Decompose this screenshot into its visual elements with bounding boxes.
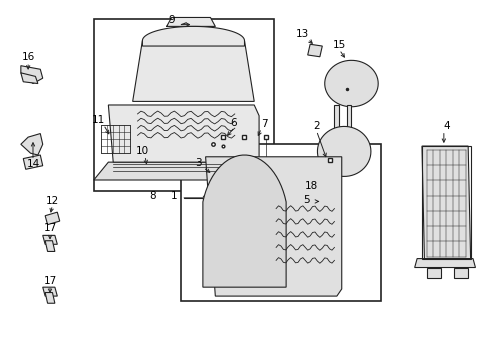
Polygon shape [203, 155, 285, 287]
Polygon shape [42, 235, 57, 244]
Polygon shape [307, 44, 322, 57]
Bar [94, 19, 273, 191]
Polygon shape [166, 18, 215, 26]
Text: 16: 16 [21, 52, 35, 62]
Polygon shape [453, 267, 467, 278]
Text: 17: 17 [43, 276, 57, 286]
Text: 4: 4 [442, 121, 448, 131]
Polygon shape [21, 134, 42, 155]
Text: 6: 6 [230, 118, 237, 128]
Polygon shape [346, 105, 351, 173]
Polygon shape [108, 105, 259, 162]
Polygon shape [317, 126, 370, 176]
Text: 7: 7 [260, 118, 267, 129]
Polygon shape [21, 73, 38, 84]
Text: 14: 14 [26, 159, 40, 169]
Polygon shape [334, 105, 339, 173]
Text: 9: 9 [168, 15, 175, 25]
Polygon shape [23, 155, 42, 169]
Text: 17: 17 [43, 223, 57, 233]
Polygon shape [94, 162, 268, 180]
Polygon shape [45, 212, 60, 225]
Text: 5: 5 [303, 195, 309, 204]
Text: 3: 3 [195, 158, 201, 168]
Polygon shape [205, 157, 341, 296]
Polygon shape [21, 66, 42, 84]
Bar [421, 146, 469, 258]
Text: 10: 10 [136, 146, 149, 156]
Text: 8: 8 [148, 191, 155, 201]
Polygon shape [142, 26, 244, 46]
Polygon shape [421, 146, 469, 258]
Text: 1: 1 [170, 191, 177, 201]
Text: 11: 11 [92, 115, 105, 125]
Text: 2: 2 [312, 121, 319, 131]
Polygon shape [132, 41, 254, 102]
Bar [101, 125, 130, 153]
Polygon shape [42, 287, 57, 296]
Polygon shape [414, 258, 474, 267]
Text: 13: 13 [296, 29, 309, 39]
Polygon shape [426, 267, 441, 278]
Polygon shape [324, 60, 377, 107]
Text: 12: 12 [46, 197, 59, 206]
Bar [181, 144, 380, 301]
Text: 18: 18 [305, 181, 318, 191]
Polygon shape [305, 202, 316, 212]
Polygon shape [45, 241, 55, 251]
Polygon shape [45, 293, 55, 303]
Text: 15: 15 [332, 40, 345, 50]
